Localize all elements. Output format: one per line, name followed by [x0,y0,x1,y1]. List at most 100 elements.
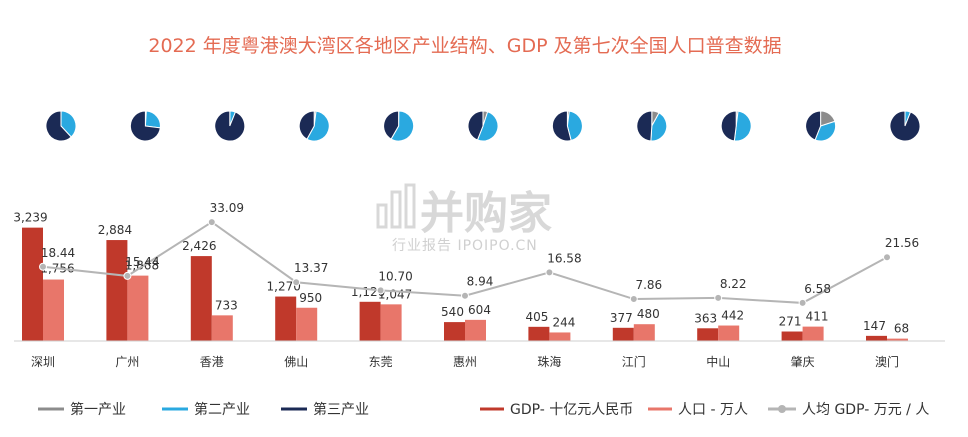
bar-2-3 [211,315,233,341]
watermark: 并购家 行业报告 IPOIPO.CN [376,183,552,254]
pie-slice-5-2 [390,110,415,142]
pie-slice-10-2 [814,120,837,142]
bar-2-8 [633,324,655,341]
bar-1-8 [612,327,634,341]
pie-slice-9-3 [720,110,737,142]
pie-slice-6-3 [467,110,484,141]
bar-1-1 [22,227,43,341]
line-point-9 [714,293,723,302]
pie-8 [636,110,668,142]
line-label-10: 6.58 [804,282,831,296]
category-label-1: 深圳 [31,355,55,369]
category-label-10: 肇庆 [791,354,815,369]
bar-label-2-4: 950 [299,291,322,305]
category-label-6: 惠州 [453,355,477,369]
legend-label: 人口 - 万人 [678,402,748,418]
bar-2-9 [718,325,740,341]
pie-3 [214,110,246,142]
bar-label-2-10: 411 [806,310,829,324]
legend-label: 人均 GDP- 万元 / 人 [802,402,929,418]
category-label-8: 江门 [622,354,646,369]
bar-1-10 [781,331,803,341]
watermark-logo-icon [376,183,416,229]
pie-slice-11-3 [889,110,921,142]
pie-4 [298,110,330,142]
line-label-5: 10.70 [378,269,412,283]
bar-1-4 [275,296,297,341]
bar-label-1-2: 2,884 [98,223,132,237]
bar-label-2-9: 442 [721,309,744,323]
bar-label-2-6: 604 [468,303,491,317]
category-label-4: 佛山 [284,355,308,369]
watermark-subtitle: 行业报告 IPOIPO.CN [392,238,538,254]
legend-item-GDP- 十亿元人民币: GDP- 十亿元人民币 [480,402,633,418]
line-label-3: 33.09 [210,201,244,215]
pie-slice-6-2 [476,111,499,142]
line-point-4 [292,278,301,287]
bar-1-9 [697,328,719,341]
line-label-6: 8.94 [467,275,494,289]
category-labels: 深圳 广州 香港 佛山 东莞 惠州 珠海 江门 中山 肇庆 澳门 [31,354,899,369]
line-label-7: 16.58 [547,251,581,265]
line-point-3 [207,218,216,227]
pie-slice-1-3 [45,110,72,142]
bar-label-1-9: 363 [694,311,717,325]
pie-slice-8-3 [636,110,653,142]
legend-item-第二产业: 第二产业 [162,401,250,418]
line-label-1: 18.44 [41,246,75,260]
bar-label-1-8: 377 [610,311,633,325]
pie-slice-2-2 [144,110,161,129]
category-label-11: 澳门 [875,354,899,369]
pie-slice-9-2 [733,110,752,142]
bar-2-7 [549,332,571,341]
pie-9 [720,110,752,142]
bar-label-1-3: 2,426 [182,239,216,253]
chart-title: 2022 年度粤港澳大湾区各地区产业结构、GDP 及第七次全国人口普查数据 [148,35,781,57]
watermark-brand: 并购家 [420,188,552,239]
legend-label: GDP- 十亿元人民币 [510,402,633,418]
pies [45,110,921,142]
bar-1-3 [190,256,212,341]
bar-label-1-11: 147 [863,319,886,333]
line-point-2 [123,271,132,280]
pie-6 [467,110,499,142]
line-label-9: 8.22 [720,277,747,291]
pie-1 [45,110,77,142]
pie-5 [383,110,415,142]
pie-slice-10-3 [805,110,822,141]
bar-label-1-10: 271 [779,315,802,329]
bar-1-6 [444,322,465,341]
legend-marker [778,405,786,413]
category-label-3: 香港 [200,355,224,369]
legend: 第一产业 第二产业 第三产业 GDP- 十亿元人民币 人口 - 万人 人均 GDP- 万元… [38,401,929,418]
bar-2-11 [887,338,908,341]
legend-item-人口 - 万人: 人口 - 万人 [648,402,748,418]
legend-item-第三产业: 第三产业 [281,401,369,418]
pie-slice-3-3 [214,110,246,142]
line-label-2: 15.44 [125,255,159,269]
pie-slice-7-2 [566,110,583,142]
legend-label: 第三产业 [313,401,369,418]
pie-slice-4-3 [298,110,315,140]
legend-item-第一产业: 第一产业 [38,401,126,418]
bar-1-7 [528,326,550,341]
pie-slice-2-3 [129,110,161,142]
bar-2-4 [296,307,318,341]
legend-label: 第二产业 [194,401,250,418]
bar-label-1-7: 405 [525,310,548,324]
category-label-2: 广州 [115,355,139,369]
bar-label-2-8: 480 [637,307,660,321]
line-point-1 [39,262,47,271]
category-label-5: 东莞 [369,355,393,369]
bar-label-2-7: 244 [552,315,575,329]
line-point-7 [545,268,554,277]
bar-2-1 [43,279,64,341]
bar-label-2-3: 733 [215,298,238,312]
pie-2 [129,110,161,142]
line-label-11: 21.56 [885,236,919,250]
line-point-8 [629,295,638,304]
line-point-5 [376,286,385,295]
bar-label-1-6: 540 [441,305,464,319]
